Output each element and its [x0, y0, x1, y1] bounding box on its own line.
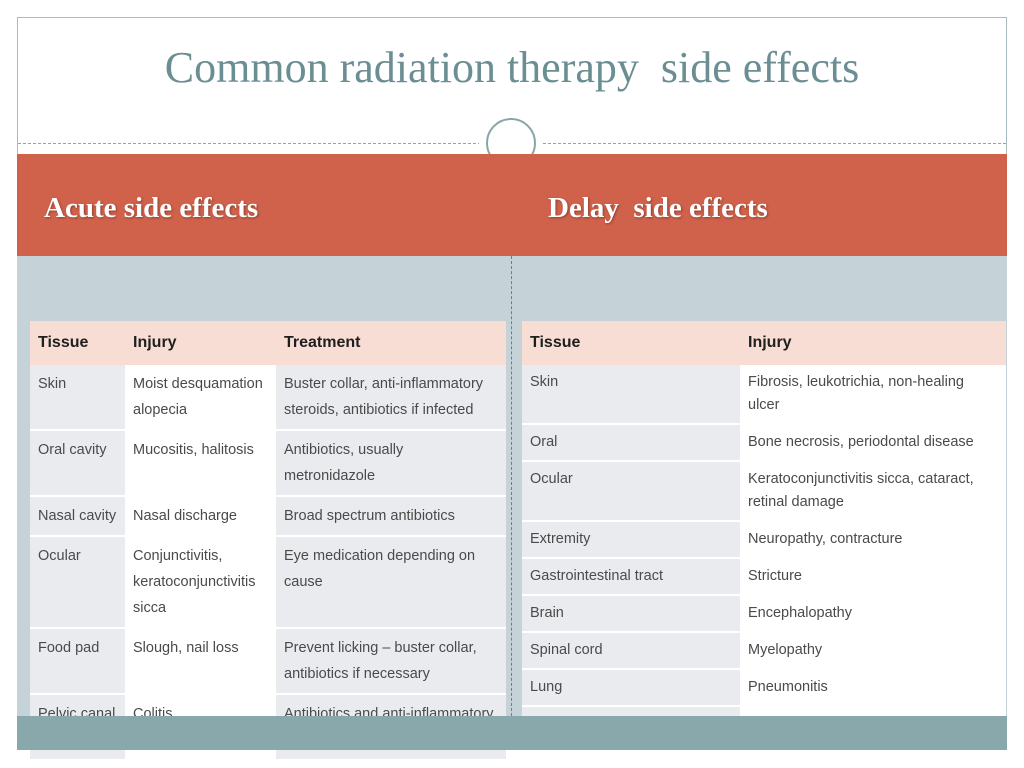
- table-row: Food pad Slough, nail loss Prevent licki…: [30, 628, 506, 695]
- table-row: Gastrointestinal tract Stricture: [522, 558, 1006, 596]
- cell-treatment: Eye medication depending on cause: [276, 536, 506, 629]
- table-header-row: Tissue Injury: [522, 321, 1006, 365]
- column-header-treatment: Treatment: [276, 321, 506, 365]
- cell-injury: Neuropathy, contracture: [740, 521, 1006, 559]
- cell-tissue: Nasal cavity: [30, 496, 125, 537]
- table-row: Skin Moist desquamation alopecia Buster …: [30, 365, 506, 431]
- cell-tissue: Ocular: [30, 536, 125, 629]
- delay-heading: Delay side effects: [548, 192, 768, 224]
- cell-injury: Nasal discharge: [125, 496, 276, 537]
- cell-tissue: Brain: [522, 595, 740, 633]
- cell-injury: Bone necrosis, periodontal disease: [740, 424, 1006, 462]
- table-row: Extremity Neuropathy, contracture: [522, 521, 1006, 559]
- cell-injury: Keratoconjunctivitis sicca, cataract, re…: [740, 461, 1006, 522]
- cell-tissue: Oral cavity: [30, 430, 125, 497]
- column-divider: [511, 256, 512, 716]
- slide-title: Common radiation therapy side effects: [164, 43, 860, 92]
- table-row: Brain Encephalopathy: [522, 595, 1006, 633]
- cell-injury: Stricture: [740, 558, 1006, 596]
- table-row: Oral Bone necrosis, periodontal disease: [522, 424, 1006, 462]
- cell-treatment: Broad spectrum antibiotics: [276, 496, 506, 537]
- cell-injury: Pneumonitis: [740, 669, 1006, 707]
- cell-injury: Encephalopathy: [740, 595, 1006, 633]
- header-band: [17, 154, 1007, 256]
- cell-injury: Myelopathy: [740, 632, 1006, 670]
- table-row: Skin Fibrosis, leukotrichia, non-healing…: [522, 365, 1006, 425]
- table-row: Lung Pneumonitis: [522, 669, 1006, 707]
- cell-tissue: Food pad: [30, 628, 125, 695]
- table-row: Ocular Keratoconjunctivitis sicca, catar…: [522, 461, 1006, 522]
- cell-tissue: Ocular: [522, 461, 740, 522]
- cell-tissue: Oral: [522, 424, 740, 462]
- cell-treatment: Prevent licking – buster collar, antibio…: [276, 628, 506, 695]
- acute-effects-table: Tissue Injury Treatment Skin Moist desqu…: [30, 321, 506, 761]
- cell-injury: Conjunctivitis, keratoconjunctivitis sic…: [125, 536, 276, 629]
- table-header-row: Tissue Injury Treatment: [30, 321, 506, 365]
- cell-treatment: Buster collar, anti-inflammatory steroid…: [276, 365, 506, 431]
- acute-heading: Acute side effects: [44, 192, 259, 224]
- column-header-tissue: Tissue: [522, 321, 740, 365]
- table-row: Nasal cavity Nasal discharge Broad spect…: [30, 496, 506, 537]
- cell-tissue: Extremity: [522, 521, 740, 559]
- cell-tissue: Skin: [522, 365, 740, 425]
- column-header-tissue: Tissue: [30, 321, 125, 365]
- table-row: Spinal cord Myelopathy: [522, 632, 1006, 670]
- cell-injury: Moist desquamation alopecia: [125, 365, 276, 431]
- table-row: Oral cavity Mucositis, halitosis Antibio…: [30, 430, 506, 497]
- cell-tissue: Spinal cord: [522, 632, 740, 670]
- cell-injury: Mucositis, halitosis: [125, 430, 276, 497]
- delay-effects-table: Tissue Injury Skin Fibrosis, leukotrichi…: [522, 321, 1006, 744]
- cell-treatment: Antibiotics, usually metronidazole: [276, 430, 506, 497]
- footer-band: [17, 716, 1007, 750]
- table-row: Ocular Conjunctivitis, keratoconjunctivi…: [30, 536, 506, 629]
- cell-injury: Fibrosis, leukotrichia, non-healing ulce…: [740, 365, 1006, 425]
- column-header-injury: Injury: [740, 321, 1006, 365]
- column-header-injury: Injury: [125, 321, 276, 365]
- cell-injury: Slough, nail loss: [125, 628, 276, 695]
- cell-tissue: Gastrointestinal tract: [522, 558, 740, 596]
- cell-tissue: Skin: [30, 365, 125, 431]
- cell-tissue: Lung: [522, 669, 740, 707]
